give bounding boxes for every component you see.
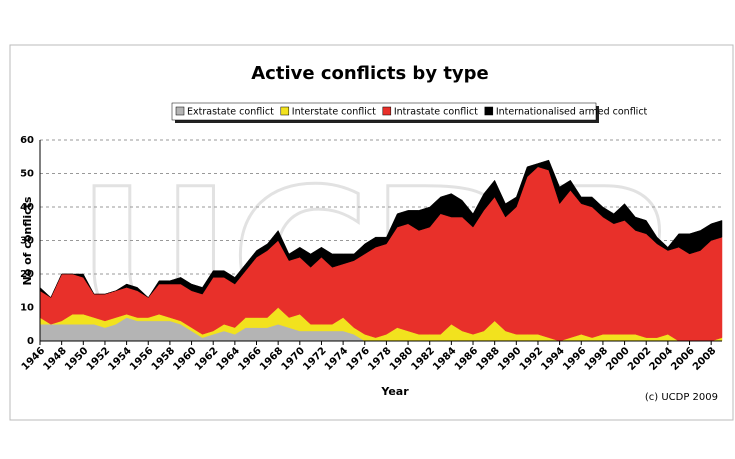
legend: Extrastate conflict Interstate conflict In… [171,102,648,123]
legend-swatch [382,106,392,116]
y-tick-label: 10 [20,303,34,314]
legend-label: Extrastate conflict [187,107,274,118]
y-tick-label: 0 [27,336,34,347]
legend-swatch [280,106,290,116]
y-tick-label: 30 [20,236,34,247]
y-tick-label: 50 [20,169,34,180]
credit: (c) UCDP 2009 [645,392,718,403]
legend-label: Interstate conflict [292,107,376,118]
area [39,159,723,298]
chart-title: Active conflicts by type [251,63,489,84]
y-tick-label: 60 [20,135,34,146]
legend-swatch [175,106,185,116]
x-axis-label: Year [380,385,409,398]
y-tick-label: 40 [20,202,34,213]
legend-swatch [484,106,494,116]
y-tick-label: 20 [20,269,34,280]
legend-label: Intrastate conflict [394,107,478,118]
y-axis-label: No of conflicts [21,196,34,285]
legend-label: Internationalised armed conflict [496,107,648,118]
